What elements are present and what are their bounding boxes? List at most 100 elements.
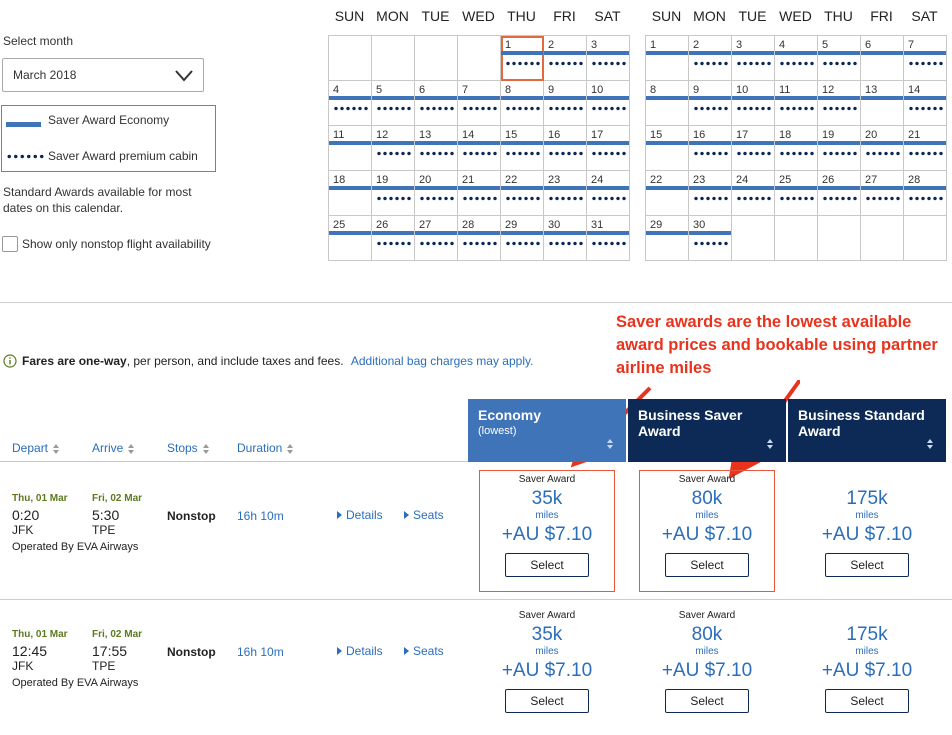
calendar-day[interactable]: 21 (458, 171, 501, 216)
calendar-day[interactable]: 23 (689, 171, 732, 216)
day-number: 21 (908, 129, 921, 141)
month-select[interactable]: March 2018 (2, 58, 204, 92)
calendar-day[interactable]: 4 (775, 36, 818, 81)
select-button[interactable]: Select (825, 553, 909, 577)
calendar-day[interactable]: 21 (904, 126, 947, 171)
details-link[interactable]: Details (337, 508, 383, 522)
sort-stops[interactable]: Stops (167, 441, 210, 455)
select-button[interactable]: Select (505, 553, 589, 577)
saver-award-label: Saver Award (518, 474, 576, 485)
calendar-day[interactable]: 30 (544, 216, 587, 261)
calendar-day[interactable]: 13 (861, 81, 904, 126)
calendar-day[interactable]: 7 (904, 36, 947, 81)
premium-saver-dots (462, 241, 498, 246)
nonstop-checkbox[interactable] (2, 236, 18, 252)
select-button[interactable]: Select (505, 689, 589, 713)
calendar-day[interactable]: 22 (501, 171, 544, 216)
calendar-day[interactable]: 8 (646, 81, 689, 126)
calendar-day[interactable]: 29 (501, 216, 544, 261)
saver-award-label (787, 610, 947, 624)
select-button[interactable]: Select (665, 689, 749, 713)
economy-saver-bar (372, 141, 414, 145)
economy-saver-bar (689, 141, 731, 145)
sort-duration[interactable]: Duration (237, 441, 294, 455)
calendar-day[interactable]: 3 (587, 36, 630, 81)
bag-charges-link[interactable]: Additional bag charges may apply. (350, 354, 534, 368)
calendar-day[interactable]: 17 (732, 126, 775, 171)
calendar-day[interactable]: 20 (861, 126, 904, 171)
calendar-day[interactable]: 10 (587, 81, 630, 126)
calendar-day[interactable]: 17 (587, 126, 630, 171)
calendar-day[interactable]: 5 (372, 81, 415, 126)
calendar-day[interactable]: 1 (646, 36, 689, 81)
calendar-empty-cell (904, 216, 947, 261)
calendar-day[interactable]: 28 (904, 171, 947, 216)
select-button[interactable]: Select (665, 553, 749, 577)
divider (0, 302, 952, 303)
calendar-day[interactable]: 28 (458, 216, 501, 261)
calendar-day[interactable]: 10 (732, 81, 775, 126)
calendar-day[interactable]: 2 (544, 36, 587, 81)
calendar-day[interactable]: 27 (861, 171, 904, 216)
calendar-day[interactable]: 22 (646, 171, 689, 216)
calendar-day[interactable]: 27 (415, 216, 458, 261)
calendar-day[interactable]: 7 (458, 81, 501, 126)
calendar-day[interactable]: 9 (689, 81, 732, 126)
calendar-day[interactable]: 24 (587, 171, 630, 216)
calendar-day[interactable]: 4 (329, 81, 372, 126)
calendar-day[interactable]: 30 (689, 216, 732, 261)
calendar-day[interactable]: 31 (587, 216, 630, 261)
details-link[interactable]: Details (337, 644, 383, 658)
economy-saver-bar (587, 141, 629, 145)
calendar-day[interactable]: 16 (544, 126, 587, 171)
calendar-day[interactable]: 3 (732, 36, 775, 81)
calendar-day[interactable]: 9 (544, 81, 587, 126)
economy-column-header[interactable]: Economy (lowest) (468, 399, 626, 462)
economy-saver-bar (329, 96, 371, 100)
calendar-day[interactable]: 6 (415, 81, 458, 126)
dow-wed: WED (462, 8, 495, 24)
calendar-day[interactable]: 1 (501, 36, 544, 81)
business-standard-column-header[interactable]: Business Standard Award (788, 399, 946, 462)
day-number: 22 (650, 174, 663, 186)
select-button[interactable]: Select (825, 689, 909, 713)
calendar-empty-cell (329, 36, 372, 81)
calendar-day[interactable]: 8 (501, 81, 544, 126)
calendar-day[interactable]: 18 (329, 171, 372, 216)
seats-link[interactable]: Seats (404, 508, 444, 522)
economy-saver-bar (861, 51, 903, 55)
calendar-day[interactable]: 12 (818, 81, 861, 126)
calendar-day[interactable]: 6 (861, 36, 904, 81)
calendar-day[interactable]: 13 (415, 126, 458, 171)
calendar-day[interactable]: 26 (372, 216, 415, 261)
calendar-day[interactable]: 15 (646, 126, 689, 171)
calendar-day[interactable]: 14 (458, 126, 501, 171)
calendar-day[interactable]: 25 (775, 171, 818, 216)
calendar-day[interactable]: 25 (329, 216, 372, 261)
calendar-day[interactable]: 19 (818, 126, 861, 171)
dow-thu: THU (824, 8, 853, 24)
seats-link[interactable]: Seats (404, 644, 444, 658)
premium-saver-dots (865, 151, 901, 156)
calendar-day[interactable]: 20 (415, 171, 458, 216)
duration: 16h 10m (237, 509, 284, 523)
calendar-day[interactable]: 2 (689, 36, 732, 81)
sort-depart[interactable]: Depart (12, 441, 60, 455)
stops-header: Stops (167, 441, 198, 455)
calendar-day[interactable]: 29 (646, 216, 689, 261)
calendar-day[interactable]: 11 (775, 81, 818, 126)
sort-arrive[interactable]: Arrive (92, 441, 135, 455)
calendar-day[interactable]: 5 (818, 36, 861, 81)
calendar-day[interactable]: 16 (689, 126, 732, 171)
calendar-day[interactable]: 12 (372, 126, 415, 171)
calendar-day[interactable]: 23 (544, 171, 587, 216)
calendar-day[interactable]: 24 (732, 171, 775, 216)
business-saver-column-header[interactable]: Business Saver Award (628, 399, 786, 462)
calendar-day[interactable]: 18 (775, 126, 818, 171)
arrive-date: Fri, 02 Mar (92, 629, 143, 640)
calendar-day[interactable]: 14 (904, 81, 947, 126)
calendar-day[interactable]: 15 (501, 126, 544, 171)
calendar-day[interactable]: 26 (818, 171, 861, 216)
calendar-day[interactable]: 11 (329, 126, 372, 171)
calendar-day[interactable]: 19 (372, 171, 415, 216)
